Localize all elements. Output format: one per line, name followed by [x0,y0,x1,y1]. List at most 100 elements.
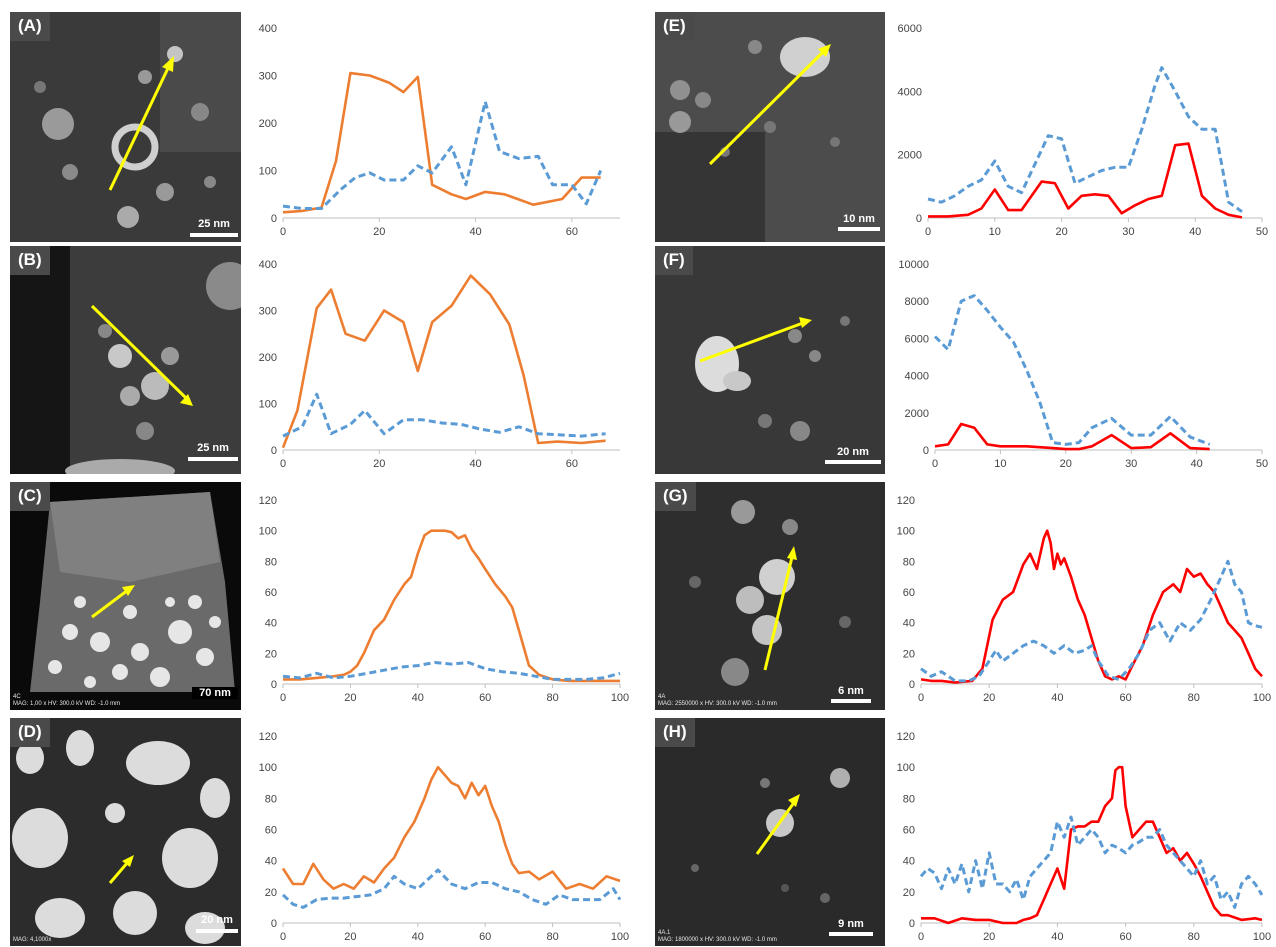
scale-label-b: 25 nm [197,442,229,454]
meta-text-c2: MAG: 1,00 x HV: 300.0 kV WD: -1.0 mm [13,701,121,707]
panel-label-a: (A) [10,12,50,41]
x-tick-label: 20 [983,692,995,704]
x-tick-label: 60 [566,226,578,238]
y-tick-label: 0 [271,445,277,457]
panel-label-d: (D) [10,718,50,747]
x-tick-label: 50 [1256,458,1268,470]
micrograph-a: (A) 25 nm [10,12,241,242]
y-tick-label: 40 [265,618,277,630]
micrograph-c-art [10,482,241,710]
y-tick-label: 60 [265,587,277,599]
micrograph-h: (H) 9 nm 4A.1 MAG: 1800000 x HV: 300.0 k… [655,718,885,946]
y-tick-label: 2000 [898,150,922,162]
y-tick-label: 20 [265,648,277,660]
x-tick-label: 40 [1189,226,1201,238]
x-tick-label: 40 [412,692,424,704]
x-tick-label: 20 [344,931,356,943]
x-tick-label: 40 [1051,931,1063,943]
solid-series-line [283,529,620,683]
x-tick-label: 60 [479,692,491,704]
meta-text-h-line1: 4A.1 [658,930,671,936]
y-tick-label: 60 [265,825,277,837]
dashed-series-line [282,392,606,438]
y-tick-label: 120 [259,495,277,507]
y-tick-label: 0 [271,918,277,930]
scale-label-c: 70 nm [192,687,238,699]
scale-label-f: 20 nm [837,446,869,458]
scale-label-d: 20 nm [201,914,233,926]
scale-label-e: 10 nm [843,213,875,225]
micrograph-d-art [10,718,241,946]
y-tick-label: 80 [265,793,277,805]
panel-label-f: (F) [655,246,693,275]
meta-text-g: 4A [658,694,665,701]
y-tick-label: 0 [271,679,277,691]
x-tick-label: 0 [918,692,924,704]
x-tick-label: 0 [280,458,286,470]
x-tick-label: 100 [1253,931,1271,943]
micrograph-a-art [10,12,241,242]
panel-label-e: (E) [655,12,694,41]
x-tick-label: 30 [1122,226,1134,238]
y-tick-label: 0 [271,213,277,225]
solid-series-line [928,142,1243,219]
y-tick-label: 0 [916,213,922,225]
y-tick-label: 300 [259,71,277,83]
scale-label-a: 25 nm [198,218,230,230]
x-tick-label: 0 [925,226,931,238]
y-tick-label: 0 [909,918,915,930]
x-tick-label: 60 [479,931,491,943]
scale-bar-a [190,233,238,237]
line-chart-c: 0 20 40 60 80 100 120 0 20 40 60 80 100 [259,495,630,704]
scale-bar-e [838,227,880,231]
line-chart-a: 0 100 200 300 400 0 20 40 60 [259,23,620,238]
x-tick-label: 40 [1051,692,1063,704]
scale-bar-g [831,699,871,703]
line-chart-g: 0 20 40 60 80 100 120 0 20 40 60 80 100 [897,495,1272,704]
line-chart-b: 0 100 200 300 400 0 20 40 60 [259,259,620,470]
scale-bar-d [196,929,238,933]
dashed-series-line [282,100,603,210]
y-tick-label: 4000 [905,371,929,383]
x-tick-label: 20 [983,931,995,943]
y-tick-label: 20 [903,887,915,899]
y-tick-label: 400 [259,23,277,35]
micrograph-f: (F) 20 nm [655,246,885,474]
dashed-series-line [933,294,1211,446]
x-tick-label: 20 [344,692,356,704]
solid-series-line [921,765,1263,925]
x-tick-label: 60 [566,458,578,470]
solid-series-line [920,529,1263,684]
x-tick-label: 20 [1055,226,1067,238]
micrograph-f-art [655,246,885,474]
x-tick-label: 20 [373,226,385,238]
x-tick-label: 80 [1188,692,1200,704]
meta-text-h: 4A.1 [658,930,670,937]
y-tick-label: 60 [903,587,915,599]
y-tick-label: 100 [897,762,915,774]
scale-bar-f [825,460,881,464]
micrograph-b: (B) 25 nm [10,246,241,474]
x-tick-label: 30 [1125,458,1137,470]
y-tick-label: 40 [265,856,277,868]
x-tick-label: 100 [611,692,629,704]
y-tick-label: 80 [903,793,915,805]
x-tick-label: 0 [932,458,938,470]
y-tick-label: 100 [259,399,277,411]
x-tick-label: 0 [918,931,924,943]
y-tick-label: 200 [259,118,277,130]
y-tick-label: 200 [259,352,277,364]
y-tick-label: 4000 [898,86,922,98]
line-chart-e: 0 2000 4000 6000 0 10 20 30 40 50 [898,23,1269,238]
meta-text-g2: MAG: 2550000 x HV: 300.0 kV WD: -1.0 mm [658,701,777,707]
y-tick-label: 80 [903,556,915,568]
x-tick-label: 40 [469,226,481,238]
y-tick-label: 20 [265,887,277,899]
x-tick-label: 40 [412,931,424,943]
y-tick-label: 120 [897,731,915,743]
meta-text-h2: MAG: 1800000 x HV: 300.0 kV WD: -1.0 mm [658,937,777,943]
y-tick-label: 40 [903,856,915,868]
line-chart-f: 0 2000 4000 6000 8000 10000 0 10 20 30 40 50 [898,259,1268,470]
meta-text-c-line1: 4C [13,694,21,700]
dashed-series-line [927,66,1243,213]
